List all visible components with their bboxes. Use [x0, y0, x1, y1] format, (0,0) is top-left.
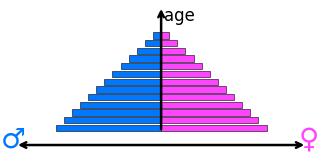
Bar [145, 40, 161, 46]
Bar [64, 117, 161, 124]
Bar [112, 71, 161, 77]
Bar [161, 117, 259, 124]
Bar [129, 55, 161, 62]
Bar [153, 32, 161, 39]
Bar [161, 40, 177, 46]
Bar [161, 55, 194, 62]
Text: ♂: ♂ [1, 126, 26, 154]
Text: age: age [164, 7, 195, 25]
Bar [161, 102, 242, 108]
Bar [121, 63, 161, 69]
Bar [104, 78, 161, 85]
Bar [137, 48, 161, 54]
Bar [161, 78, 218, 85]
Bar [161, 86, 226, 93]
Bar [161, 109, 250, 116]
Bar [96, 86, 161, 93]
Text: ♀: ♀ [299, 126, 319, 154]
Bar [80, 102, 161, 108]
Bar [161, 125, 267, 131]
Bar [161, 32, 169, 39]
Bar [72, 109, 161, 116]
Bar [161, 71, 210, 77]
Bar [161, 94, 234, 100]
Bar [161, 48, 186, 54]
Bar [161, 63, 202, 69]
Bar [88, 94, 161, 100]
Bar [56, 125, 161, 131]
